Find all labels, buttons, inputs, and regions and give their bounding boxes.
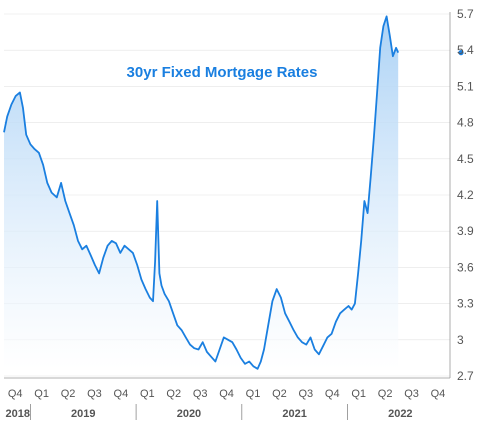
y-tick-label: 2.7 — [457, 369, 474, 383]
y-tick-label: 5.1 — [457, 79, 474, 93]
x-quarter-label: Q2 — [166, 388, 181, 400]
x-quarter-label: Q1 — [246, 388, 261, 400]
y-tick-label: 3.3 — [457, 297, 474, 311]
x-year-label: 2020 — [177, 408, 201, 420]
y-tick-label: 5.4 — [457, 43, 474, 57]
x-quarter-label: Q2 — [61, 388, 76, 400]
y-tick-label: 3.6 — [457, 260, 474, 274]
x-year-label: 2022 — [388, 408, 412, 420]
x-quarter-label: Q2 — [378, 388, 393, 400]
y-tick-label: 4.8 — [457, 116, 474, 130]
x-quarter-label: Q3 — [404, 388, 419, 400]
x-quarter-label: Q4 — [8, 388, 23, 400]
rate-series-line — [3, 15, 400, 370]
y-tick-label: 4.2 — [457, 188, 474, 202]
x-quarter-label: Q1 — [140, 388, 155, 400]
x-quarter-label: Q3 — [193, 388, 208, 400]
x-year-label: 2018 — [5, 408, 29, 420]
y-tick-label: 4.5 — [457, 152, 474, 166]
y-tick-label: 3 — [457, 333, 464, 347]
y-tick-label: 3.9 — [457, 224, 474, 238]
chart-title: 30yr Fixed Mortgage Rates — [127, 64, 318, 81]
x-axis: Q4 Q1 Q2 Q3 Q4 Q1 Q2 Q3 Q4 Q1 Q2 Q3 Q4 Q1 Q2 Q3 Q4 2018 20… — [4, 377, 450, 420]
x-quarter-label: Q1 — [34, 388, 49, 400]
x-quarter-label: Q4 — [431, 388, 446, 400]
latest-value-marker — [458, 50, 464, 56]
x-quarter-label: Q3 — [87, 388, 102, 400]
x-quarter-label: Q4 — [219, 388, 234, 400]
x-quarter-label: Q3 — [299, 388, 314, 400]
x-year-label: 2019 — [71, 408, 95, 420]
x-quarter-label: Q4 — [114, 388, 129, 400]
x-quarter-label: Q4 — [325, 388, 340, 400]
x-quarter-label: Q1 — [351, 388, 366, 400]
y-tick-label: 5.7 — [457, 7, 474, 21]
rate-area-fill — [4, 16, 399, 369]
x-quarter-label: Q2 — [272, 388, 287, 400]
x-year-label: 2021 — [282, 408, 306, 420]
y-axis: 5.7 5.4 5.1 4.8 4.5 4.2 3.9 3.6 3.3 3 2.7 — [449, 7, 474, 383]
